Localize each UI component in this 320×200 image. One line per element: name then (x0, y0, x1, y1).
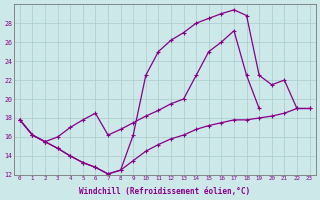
X-axis label: Windchill (Refroidissement éolien,°C): Windchill (Refroidissement éolien,°C) (79, 187, 250, 196)
